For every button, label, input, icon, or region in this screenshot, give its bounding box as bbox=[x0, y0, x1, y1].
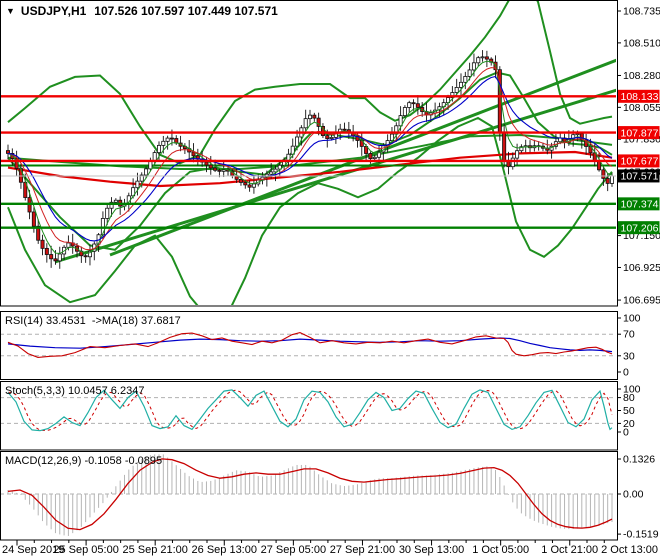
y-axis-label: 20 bbox=[623, 418, 635, 430]
price-badge bbox=[618, 221, 660, 235]
time-axis-label: 2 Oct 13:00 bbox=[601, 544, 658, 556]
y-axis-label: 30 bbox=[623, 350, 635, 362]
stochastic-panel[interactable] bbox=[0, 389, 617, 432]
price-axis[interactable]: 108.735108.510108.280108.055107.830107.6… bbox=[617, 6, 660, 541]
y-axis-label: 106.925 bbox=[623, 262, 660, 274]
y-axis-label: -0.1519 bbox=[623, 529, 659, 541]
y-axis-label: 106.695 bbox=[623, 295, 660, 307]
macd-signal-line bbox=[7, 458, 613, 531]
time-axis-label: 30 Sep 13:00 bbox=[399, 544, 464, 556]
price-badge bbox=[618, 154, 660, 168]
price-badge-label: 107.374 bbox=[621, 199, 659, 211]
time-axis-label: 26 Sep 13:00 bbox=[192, 544, 257, 556]
fast-ma bbox=[7, 60, 613, 255]
time-axis-label: 1 Oct 21:00 bbox=[541, 544, 598, 556]
rsi-panel[interactable] bbox=[0, 332, 617, 358]
price-badge-label: 108.133 bbox=[621, 91, 659, 103]
time-axis-label: 25 Sep 05:00 bbox=[53, 544, 118, 556]
y-axis-label: 108.510 bbox=[623, 37, 660, 49]
y-axis-label: 0.1326 bbox=[623, 453, 655, 465]
y-axis-label: 108.735 bbox=[623, 6, 660, 18]
y-axis-label: 100 bbox=[623, 313, 641, 325]
stoch-main-line bbox=[7, 389, 613, 432]
rsi-ma-line bbox=[7, 337, 613, 353]
y-axis-label: 70 bbox=[623, 329, 635, 341]
price-badge-label: 107.206 bbox=[621, 222, 659, 234]
panel-border bbox=[0, 451, 618, 541]
stoch-signal-line bbox=[8, 389, 613, 432]
y-axis-label: 80 bbox=[623, 392, 635, 404]
bollinger-band bbox=[7, 1, 613, 165]
time-axis-label: 27 Sep 05:00 bbox=[261, 544, 326, 556]
time-axis-label: 1 Oct 05:00 bbox=[472, 544, 529, 556]
y-axis-label: 100 bbox=[623, 384, 641, 396]
price-badge bbox=[618, 169, 660, 183]
price-badge bbox=[618, 197, 660, 211]
time-axis-label: 27 Sep 21:00 bbox=[330, 544, 395, 556]
panel-border bbox=[0, 311, 618, 380]
y-axis-label: 0 bbox=[623, 427, 629, 439]
rsi-line bbox=[7, 332, 613, 358]
fast-ma bbox=[7, 67, 613, 251]
panel-border bbox=[0, 0, 618, 307]
macd-panel[interactable] bbox=[0, 454, 617, 536]
y-axis-label: 108.280 bbox=[623, 70, 660, 82]
y-axis-label: 0.00 bbox=[623, 489, 644, 501]
price-badge-label: 107.677 bbox=[621, 156, 659, 168]
price-badge bbox=[618, 126, 660, 140]
fast-ma bbox=[7, 75, 613, 242]
bollinger-band bbox=[7, 116, 613, 305]
slow-red-ma bbox=[7, 150, 613, 188]
time-axis-label: 25 Sep 21:00 bbox=[122, 544, 187, 556]
time-axis-label: 24 Sep 2019 bbox=[2, 544, 64, 556]
panel-border bbox=[0, 381, 618, 451]
price-badge-label: 107.571 bbox=[621, 171, 659, 183]
y-axis-label: 108.055 bbox=[623, 102, 660, 114]
price-badge-label: 107.877 bbox=[621, 127, 659, 139]
main-chart-panel[interactable] bbox=[0, 0, 617, 321]
y-axis-label: 0 bbox=[623, 367, 629, 379]
y-axis-label: 50 bbox=[623, 405, 635, 417]
price-badge bbox=[618, 89, 660, 103]
